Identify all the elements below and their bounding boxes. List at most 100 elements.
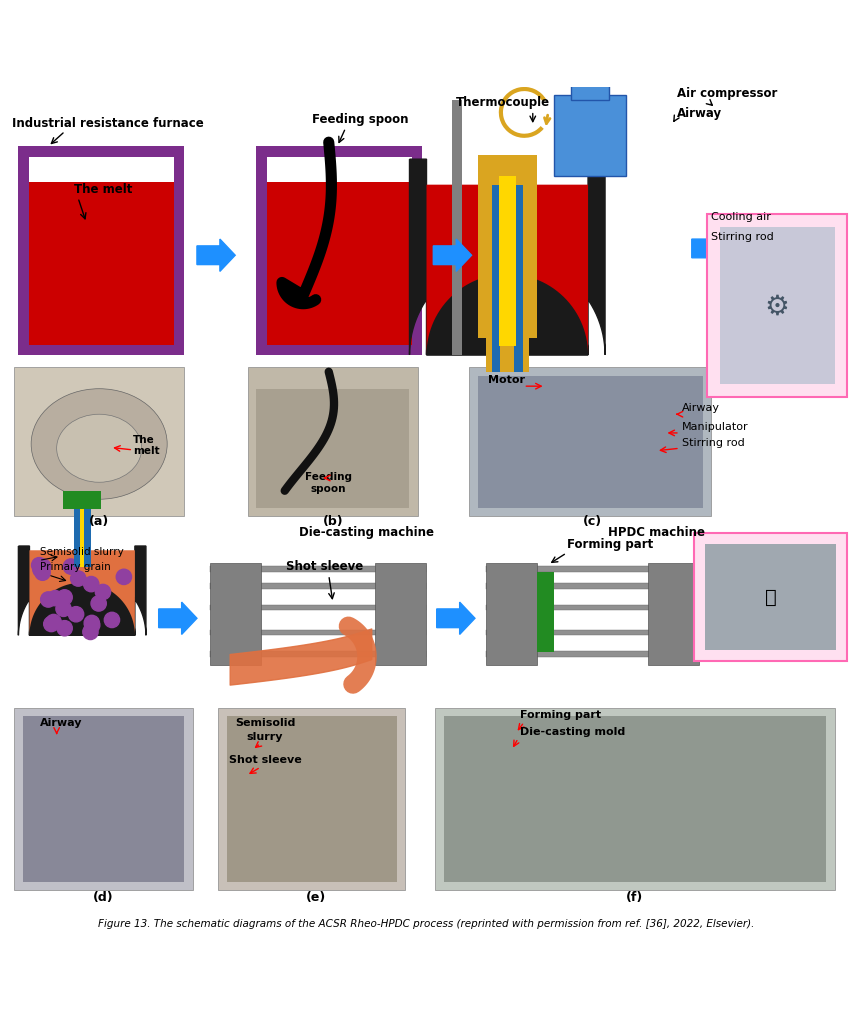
- FancyBboxPatch shape: [486, 630, 698, 635]
- FancyBboxPatch shape: [647, 563, 698, 665]
- FancyArrow shape: [433, 239, 471, 271]
- FancyBboxPatch shape: [174, 146, 184, 354]
- Circle shape: [43, 616, 59, 632]
- FancyBboxPatch shape: [492, 184, 500, 372]
- FancyBboxPatch shape: [210, 584, 426, 589]
- FancyBboxPatch shape: [19, 344, 184, 354]
- FancyBboxPatch shape: [73, 508, 80, 567]
- Text: (c): (c): [582, 515, 602, 527]
- FancyBboxPatch shape: [705, 545, 835, 650]
- FancyBboxPatch shape: [443, 716, 825, 882]
- FancyBboxPatch shape: [267, 182, 412, 344]
- FancyBboxPatch shape: [719, 227, 833, 384]
- FancyBboxPatch shape: [486, 651, 698, 656]
- FancyBboxPatch shape: [486, 184, 528, 372]
- Circle shape: [68, 606, 83, 622]
- Circle shape: [83, 577, 99, 592]
- Text: (a): (a): [89, 515, 109, 527]
- Text: The
melt: The melt: [133, 434, 159, 456]
- FancyBboxPatch shape: [63, 490, 101, 510]
- Text: Shot sleeve: Shot sleeve: [285, 560, 363, 572]
- FancyBboxPatch shape: [227, 716, 396, 882]
- Text: Air compressor: Air compressor: [676, 87, 777, 100]
- FancyBboxPatch shape: [375, 563, 426, 665]
- Text: Industrial resistance furnace: Industrial resistance furnace: [13, 117, 204, 130]
- FancyBboxPatch shape: [570, 79, 608, 99]
- Circle shape: [35, 565, 50, 581]
- Text: Forming part: Forming part: [566, 538, 653, 551]
- Text: Figure 13. The schematic diagrams of the ACSR Rheo-HPDC process (reprinted with : Figure 13. The schematic diagrams of the…: [98, 919, 754, 929]
- FancyBboxPatch shape: [210, 563, 261, 665]
- Circle shape: [41, 592, 56, 607]
- Circle shape: [56, 601, 71, 616]
- PathPatch shape: [30, 550, 135, 635]
- FancyBboxPatch shape: [452, 99, 462, 354]
- FancyBboxPatch shape: [210, 605, 426, 609]
- FancyBboxPatch shape: [514, 184, 522, 372]
- Text: HPDC machine: HPDC machine: [607, 525, 704, 539]
- FancyBboxPatch shape: [210, 566, 426, 571]
- Text: slurry: slurry: [246, 732, 283, 741]
- FancyArrow shape: [197, 239, 235, 271]
- Circle shape: [83, 625, 98, 640]
- Text: Motor: Motor: [487, 375, 524, 385]
- Text: Airway: Airway: [676, 106, 722, 120]
- FancyBboxPatch shape: [210, 651, 426, 656]
- FancyBboxPatch shape: [486, 605, 698, 609]
- FancyBboxPatch shape: [486, 563, 537, 665]
- Text: The melt: The melt: [73, 183, 132, 197]
- Circle shape: [32, 557, 47, 572]
- Text: Die-casting mold: Die-casting mold: [520, 727, 625, 736]
- FancyBboxPatch shape: [545, 571, 554, 652]
- Text: Stirring rod: Stirring rod: [711, 231, 773, 242]
- Text: Die-casting machine: Die-casting machine: [299, 525, 434, 539]
- Circle shape: [48, 591, 63, 606]
- FancyBboxPatch shape: [210, 630, 426, 635]
- PathPatch shape: [19, 546, 146, 635]
- Text: Airway: Airway: [39, 718, 82, 728]
- FancyBboxPatch shape: [537, 571, 545, 652]
- Text: Feeding spoon: Feeding spoon: [311, 114, 408, 126]
- FancyBboxPatch shape: [256, 146, 267, 354]
- Circle shape: [91, 596, 106, 611]
- Text: Feeding
spoon: Feeding spoon: [305, 472, 352, 494]
- Ellipse shape: [56, 415, 141, 482]
- Text: Thermocouple: Thermocouple: [456, 95, 550, 109]
- Circle shape: [46, 614, 61, 630]
- FancyArrow shape: [158, 602, 197, 635]
- Circle shape: [84, 617, 100, 633]
- Circle shape: [57, 590, 72, 605]
- FancyBboxPatch shape: [412, 146, 422, 354]
- FancyBboxPatch shape: [256, 389, 409, 508]
- Text: (e): (e): [306, 892, 325, 904]
- FancyBboxPatch shape: [83, 508, 90, 567]
- Circle shape: [71, 571, 86, 586]
- Text: (d): (d): [93, 892, 113, 904]
- FancyBboxPatch shape: [23, 716, 184, 882]
- Circle shape: [104, 612, 119, 628]
- Circle shape: [116, 569, 131, 585]
- Text: (f): (f): [625, 892, 642, 904]
- FancyBboxPatch shape: [477, 376, 702, 508]
- FancyBboxPatch shape: [486, 566, 698, 571]
- FancyBboxPatch shape: [218, 708, 405, 890]
- PathPatch shape: [409, 159, 604, 354]
- Text: Cooling air: Cooling air: [711, 212, 770, 222]
- FancyArrow shape: [691, 232, 729, 264]
- FancyBboxPatch shape: [29, 182, 174, 344]
- Text: Semisolid: Semisolid: [234, 718, 295, 728]
- FancyBboxPatch shape: [554, 95, 625, 176]
- FancyBboxPatch shape: [498, 176, 515, 346]
- Circle shape: [63, 559, 78, 574]
- Text: (b): (b): [322, 515, 343, 527]
- Text: Manipulator: Manipulator: [681, 422, 747, 431]
- FancyBboxPatch shape: [256, 344, 422, 354]
- FancyBboxPatch shape: [14, 708, 193, 890]
- FancyBboxPatch shape: [19, 146, 29, 354]
- Circle shape: [95, 585, 111, 600]
- Circle shape: [32, 562, 48, 578]
- Text: Primary grain: Primary grain: [39, 562, 110, 571]
- Text: Shot sleeve: Shot sleeve: [228, 755, 301, 765]
- Circle shape: [36, 559, 51, 574]
- Circle shape: [57, 621, 72, 636]
